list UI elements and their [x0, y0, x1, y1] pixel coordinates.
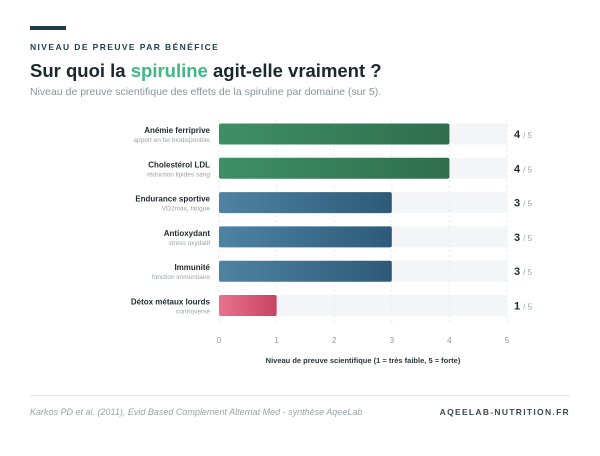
title-part-before: Sur quoi la	[30, 60, 131, 81]
category-label: Détox métaux lourds	[131, 298, 211, 307]
title-highlight: spiruline	[130, 60, 208, 81]
category-label: Immunité	[174, 263, 210, 272]
bar	[219, 157, 450, 179]
category-label: Cholestérol LDL	[148, 160, 210, 169]
x-tick-label: 4	[447, 336, 452, 345]
value-label: 3/ 5	[514, 266, 533, 278]
title-part-after: agit-elle vraiment ?	[207, 60, 382, 81]
x-axis-label: Niveau de preuve scientifique (1 = très …	[266, 356, 461, 365]
category-sublabel: controversé	[176, 309, 210, 316]
accent-bar	[30, 26, 66, 30]
category-sublabel: VO2max, fatigue	[162, 206, 211, 213]
chart-title: Sur quoi la spiruline agit-elle vraiment…	[30, 60, 382, 82]
footer-divider	[30, 395, 570, 396]
source-note: Karkos PD et al. (2011), Evid Based Comp…	[30, 407, 363, 417]
category-label: Anémie ferriprive	[144, 126, 210, 135]
category-sublabel: réduction lipides sang	[147, 171, 210, 178]
category-label: Antioxydant	[164, 229, 211, 238]
category-sublabel: fonction immunitaire	[152, 274, 211, 281]
chart-subtitle: Niveau de preuve scientifique des effets…	[30, 86, 382, 98]
bar-track	[219, 295, 507, 316]
brand-url: AQEELAB-NUTRITION.FR	[439, 407, 570, 417]
bar	[219, 226, 392, 248]
category-label: Endurance sportive	[135, 195, 210, 204]
bar	[219, 192, 392, 214]
value-label: 1/ 5	[514, 301, 533, 313]
x-tick-label: 1	[274, 336, 279, 345]
bar	[219, 295, 277, 316]
x-tick-label: 5	[505, 336, 510, 345]
value-label: 3/ 5	[514, 198, 533, 210]
value-label: 4/ 5	[514, 163, 533, 175]
chart-kicker: NIVEAU DE PREUVE PAR BÉNÉFICE	[30, 42, 220, 52]
value-label: 4/ 5	[514, 129, 533, 141]
category-sublabel: apport en fer biodisponible	[133, 137, 210, 144]
value-label: 3/ 5	[514, 232, 533, 244]
category-sublabel: stress oxydatif	[168, 240, 210, 247]
bar	[219, 123, 450, 145]
x-tick-label: 2	[332, 336, 337, 345]
x-tick-label: 0	[217, 336, 222, 345]
x-tick-label: 3	[390, 336, 395, 345]
bar	[219, 260, 392, 282]
